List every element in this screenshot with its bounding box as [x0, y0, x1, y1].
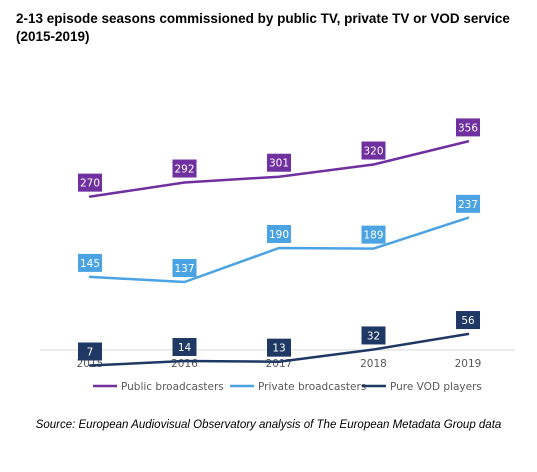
data-label-text: 301 [269, 158, 289, 170]
data-label-1-1: 137 [172, 259, 197, 278]
data-label-box [78, 173, 102, 192]
legend: Public broadcasters Private broadcasters P… [93, 381, 482, 393]
source-note: Source: European Audiovisual Observatory… [35, 419, 502, 431]
data-label-box [456, 118, 480, 137]
data-label-box [172, 259, 197, 278]
data-label-1-3: 189 [361, 225, 386, 244]
data-label-box [267, 153, 291, 172]
x-tick-label-2015: 2015 [77, 358, 104, 370]
data-labels: 270 292 301 320 356 145 137 190 189 237 7 14 13 32 56 [78, 118, 480, 361]
data-label-2-0: 7 [78, 342, 102, 361]
data-label-box [267, 338, 291, 357]
data-label-0-2: 301 [267, 153, 291, 172]
data-label-box [172, 159, 197, 178]
data-label-0-0: 270 [78, 173, 102, 192]
data-label-2-3: 32 [361, 326, 386, 345]
data-label-text: 292 [174, 164, 194, 176]
data-label-box [172, 338, 197, 357]
legend-label-1: Private broadcasters [258, 381, 366, 393]
data-label-text: 13 [272, 343, 285, 355]
data-label-text: 7 [87, 347, 94, 359]
data-label-text: 189 [363, 230, 383, 242]
data-label-box [78, 342, 102, 361]
data-label-text: 32 [367, 330, 380, 342]
legend-label-0: Public broadcasters [121, 381, 224, 393]
data-label-1-2: 190 [267, 225, 291, 243]
data-label-text: 56 [461, 315, 475, 327]
data-label-1-4: 237 [456, 194, 480, 213]
data-label-0-1: 292 [172, 159, 197, 178]
data-label-box [361, 326, 386, 345]
data-label-2-2: 13 [267, 338, 291, 357]
data-label-box [361, 141, 386, 160]
data-label-1-0: 145 [78, 253, 102, 272]
x-tick-label-2019: 2019 [455, 358, 482, 370]
data-label-2-4: 56 [456, 311, 480, 330]
data-label-text: 320 [363, 146, 383, 158]
data-label-text: 237 [458, 199, 478, 211]
data-label-text: 270 [80, 178, 100, 190]
chart-title: 2-13 episode seasons commissioned by pub… [16, 11, 510, 44]
data-label-text: 190 [269, 229, 289, 241]
data-label-box [456, 311, 480, 330]
data-label-text: 145 [80, 258, 100, 270]
data-label-box [267, 225, 291, 243]
x-tick-label-2018: 2018 [360, 358, 387, 370]
data-label-0-4: 356 [456, 118, 480, 137]
data-label-box [456, 194, 480, 213]
data-label-text: 356 [458, 122, 478, 134]
data-label-2-1: 14 [172, 338, 197, 357]
series-line-1 [88, 216, 470, 284]
data-label-text: 137 [174, 263, 194, 275]
data-label-text: 14 [178, 342, 192, 354]
series-line-0 [88, 140, 470, 198]
series-lines [88, 140, 470, 367]
data-label-0-3: 320 [361, 141, 386, 160]
series-line-2 [88, 332, 470, 367]
data-label-box [361, 225, 386, 244]
data-label-box [78, 253, 102, 272]
legend-label-2: Pure VOD players [390, 381, 482, 393]
